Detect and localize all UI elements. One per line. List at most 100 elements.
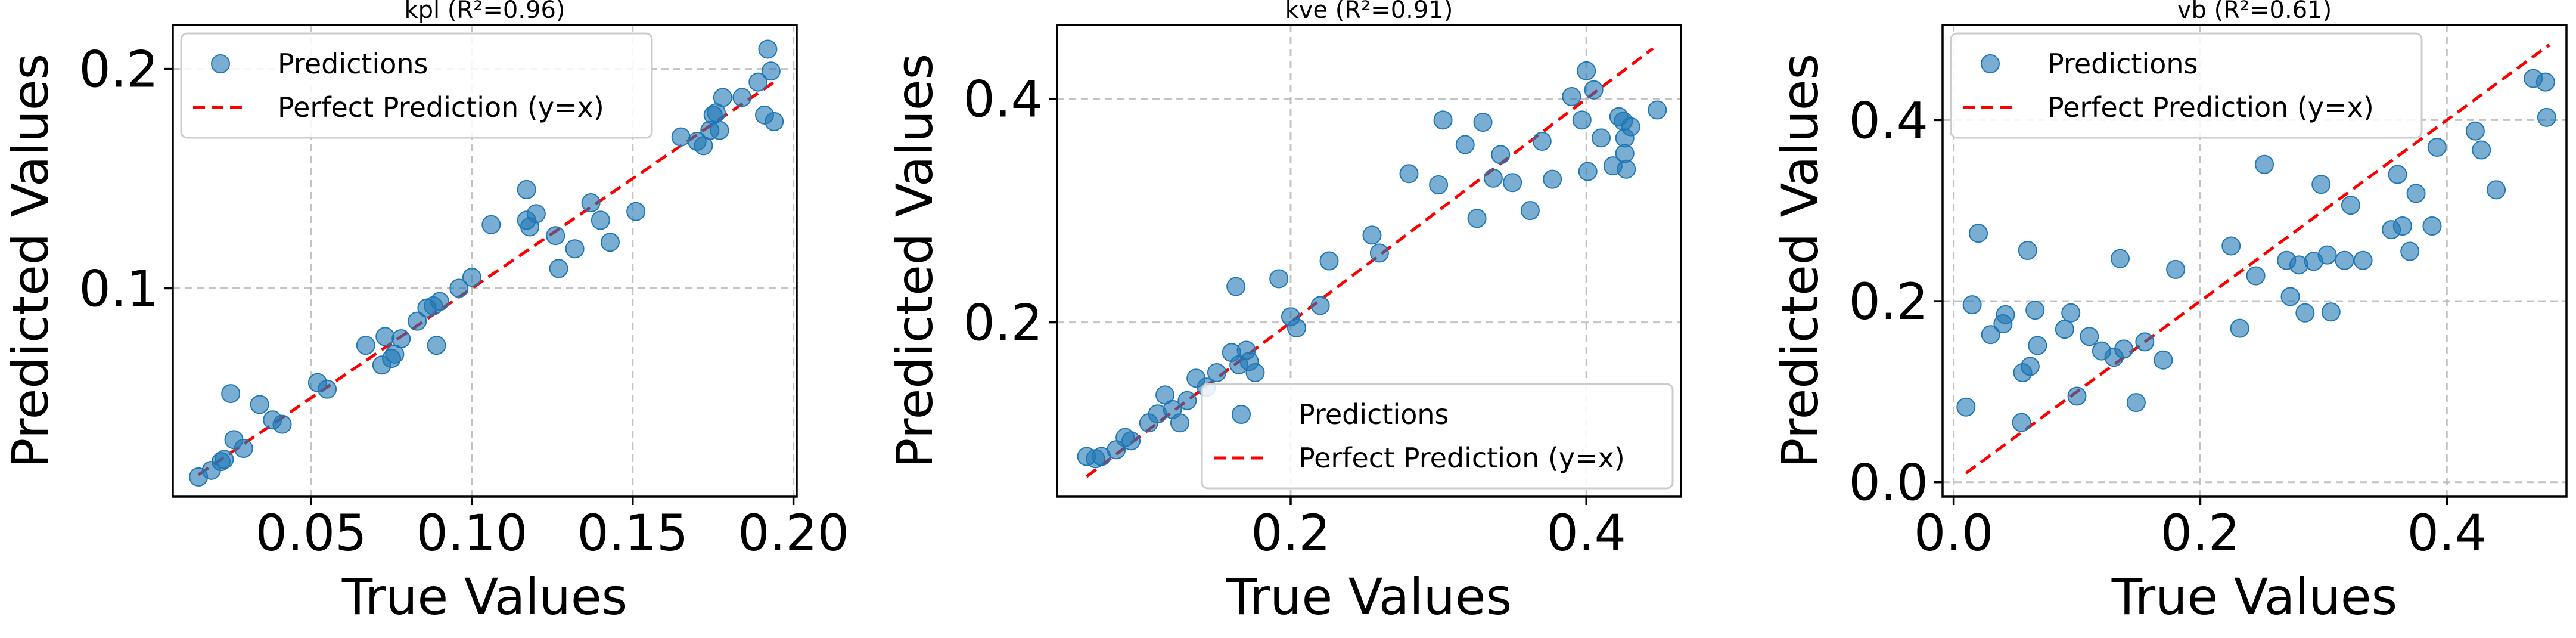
x-tick-label: 0.4 — [2407, 504, 2487, 562]
prediction-point — [1245, 363, 1265, 382]
prediction-point — [1532, 131, 1552, 151]
x-tick-label: 0.05 — [256, 504, 367, 562]
prediction-point — [2255, 154, 2274, 174]
prediction-point — [1543, 169, 1562, 189]
prediction-point — [250, 395, 269, 414]
y-tick-label: 0.4 — [1848, 91, 1928, 150]
prediction-point — [581, 193, 601, 213]
prediction-point — [2025, 301, 2045, 320]
prediction-point — [2427, 137, 2447, 157]
prediction-point — [481, 215, 501, 234]
chart-kve: 0.2 0.4 0.2 0.4 kve (R²=0.91) True Values Pred… — [885, 0, 1682, 626]
prediction-point — [626, 202, 646, 221]
x-axis-label: True Values — [1226, 568, 1512, 626]
prediction-point — [1562, 86, 1581, 106]
prediction-point — [1269, 269, 1289, 289]
prediction-point — [449, 278, 469, 298]
prediction-point — [517, 179, 536, 199]
prediction-point — [2537, 107, 2556, 127]
prediction-point — [1996, 305, 2015, 324]
prediction-point — [758, 39, 778, 59]
prediction-point — [1455, 135, 1475, 154]
prediction-point — [2535, 72, 2555, 92]
prediction-point — [1121, 431, 1141, 451]
chart-kpl: 0.05 0.10 0.15 0.20 0.1 0.2 kpl (R²=0.96) True … — [1, 0, 849, 626]
y-tick-label: 0.0 — [1848, 454, 1928, 512]
prediction-point — [600, 233, 620, 252]
prediction-point — [2154, 350, 2173, 370]
prediction-point — [2335, 250, 2354, 270]
x-tick-label: 0.20 — [738, 504, 849, 562]
prediction-point — [765, 112, 784, 131]
prediction-point — [748, 72, 768, 92]
prediction-point — [549, 259, 568, 278]
prediction-point — [1473, 113, 1493, 132]
prediction-point — [2400, 241, 2420, 261]
prediction-point — [221, 384, 241, 404]
prediction-point — [1491, 145, 1511, 165]
prediction-point — [2295, 303, 2315, 323]
legend-box — [1201, 383, 1674, 490]
prediction-point — [1369, 243, 1389, 263]
plot-frame — [1941, 24, 2568, 498]
prediction-point — [2406, 184, 2426, 203]
prediction-point — [2280, 287, 2300, 306]
prediction-point — [215, 450, 234, 469]
prediction-point — [318, 379, 337, 399]
prediction-point — [1207, 363, 1226, 382]
prediction-point — [1226, 277, 1246, 296]
x-axis-label: True Values — [2111, 568, 2398, 626]
x-tick-label: 0.10 — [416, 504, 527, 562]
legend-marker-predictions — [1981, 54, 2000, 73]
y-tick-label: 0.2 — [79, 41, 159, 99]
y-axis-label: Predicted Values — [885, 54, 944, 468]
prediction-point — [1433, 110, 1453, 130]
prediction-point — [761, 61, 781, 81]
prediction-point — [2317, 245, 2337, 265]
prediction-point — [713, 88, 732, 107]
legend-label-perfect-prediction: Perfect Prediction (y=x) — [2047, 91, 2374, 123]
prediction-point — [462, 268, 481, 287]
prediction-point — [1287, 318, 1306, 337]
prediction-point — [356, 336, 375, 355]
prediction-point — [565, 239, 585, 259]
chart-title: vb (R²=0.61) — [2177, 0, 2332, 24]
prediction-point — [546, 226, 565, 246]
prediction-point — [2028, 336, 2047, 355]
prediction-point — [1956, 397, 1976, 417]
prediction-point — [2110, 249, 2130, 268]
prediction-point — [2018, 241, 2037, 261]
plot-frame — [1056, 24, 1682, 498]
prediction-point — [2472, 140, 2491, 160]
prediction-point — [1503, 173, 1522, 193]
prediction-point — [1981, 325, 2000, 345]
prediction-point — [2311, 175, 2331, 194]
prediction-point — [1399, 164, 1419, 184]
prediction-point — [2061, 303, 2081, 323]
prediction-point — [430, 292, 449, 311]
prediction-point — [2221, 236, 2241, 256]
prediction-point — [2020, 357, 2040, 376]
y-tick-label: 0.2 — [963, 294, 1043, 352]
prediction-point — [1592, 128, 1611, 148]
prediction-point — [591, 210, 610, 230]
prediction-point — [1578, 162, 1598, 181]
prediction-point — [1648, 100, 1667, 120]
legend-marker-predictions — [1232, 405, 1251, 424]
prediction-point — [1429, 175, 1449, 195]
prediction-point — [1969, 224, 1988, 243]
prediction-point — [272, 414, 292, 434]
y-tick-label: 0.1 — [79, 259, 159, 318]
prediction-point — [375, 327, 395, 346]
x-tick-label: 0.2 — [1251, 504, 1331, 562]
subplot-kve: 0.2 0.4 0.2 0.4 kve (R²=0.91) True Values Pred… — [859, 0, 1717, 638]
prediction-point — [2166, 259, 2186, 279]
prediction-point — [2055, 320, 2074, 339]
legend-label-predictions: Predictions — [2047, 48, 2198, 80]
prediction-point — [1577, 61, 1596, 80]
prediction-point — [2388, 165, 2407, 184]
prediction-point — [2246, 266, 2266, 286]
chart-title: kpl (R²=0.96) — [405, 0, 565, 24]
prediction-point — [427, 336, 446, 355]
prediction-point — [2487, 180, 2506, 200]
